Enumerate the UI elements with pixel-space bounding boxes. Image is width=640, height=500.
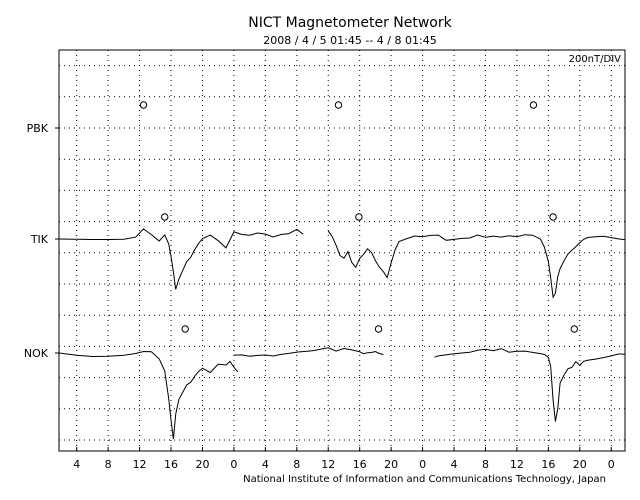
traces — [58, 228, 626, 440]
x-tick-label: 20 — [573, 458, 587, 471]
chart-subtitle: 2008 / 4 / 5 01:45 -- 4 / 8 01:45 — [263, 34, 436, 47]
station-label-pbk: PBK — [27, 122, 49, 135]
x-tick-label: 0 — [419, 458, 426, 471]
x-tick-label: 16 — [353, 458, 367, 471]
scale-label: 200nT/DIV — [569, 54, 622, 65]
sunrise-marker-pbk — [139, 101, 148, 109]
plot-frame — [58, 49, 626, 452]
trace-tik — [58, 228, 626, 299]
grid — [59, 50, 625, 451]
x-tick-label: 4 — [451, 458, 458, 471]
x-tick-label: 8 — [105, 458, 112, 471]
sunrise-marker-nok — [570, 325, 578, 333]
trace-nok — [58, 347, 626, 440]
sunrise-markers — [139, 101, 578, 333]
sunrise-marker-tik — [161, 213, 169, 221]
x-tick-label: 0 — [230, 458, 237, 471]
station-label-tik: TIK — [30, 233, 49, 246]
footer-credit: National Institute of Information and Co… — [243, 474, 606, 485]
x-tick-label: 16 — [541, 458, 555, 471]
x-tick-label: 20 — [384, 458, 398, 471]
x-tick-label: 12 — [321, 458, 335, 471]
x-tick-labels: 4 8 12 16 20 0 4 8 12 16 20 0 4 8 12 16 20 0 — [73, 447, 615, 471]
sunrise-marker-nok — [181, 325, 189, 333]
x-tick-label: 16 — [164, 458, 178, 471]
sunrise-marker-tik — [549, 213, 557, 221]
x-tick-label: 0 — [608, 458, 615, 471]
station-label-nok: NOK — [24, 347, 49, 360]
x-tick-label: 4 — [262, 458, 269, 471]
x-tick-label: 8 — [293, 458, 300, 471]
sunrise-marker-pbk — [334, 101, 343, 109]
sunrise-marker-tik — [355, 213, 363, 221]
x-tick-label: 8 — [482, 458, 489, 471]
station-labels: PBK TIK NOK — [24, 122, 59, 360]
chart-title: NICT Magnetometer Network — [248, 15, 452, 31]
sunrise-marker-pbk — [529, 101, 538, 109]
sunrise-marker-nok — [374, 325, 383, 333]
x-tick-label: 12 — [133, 458, 147, 471]
x-tick-label: 12 — [510, 458, 524, 471]
x-tick-label: 20 — [195, 458, 209, 471]
x-tick-label: 4 — [73, 458, 80, 471]
